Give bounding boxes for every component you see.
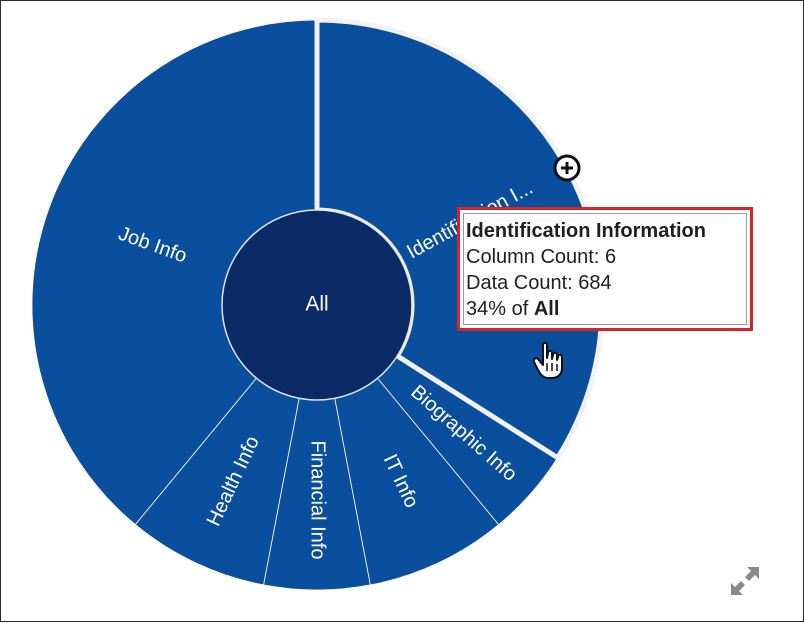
tooltip-percent: 34% of All: [466, 296, 746, 322]
zoom-in-plus-icon[interactable]: [553, 154, 581, 182]
tooltip-title: Identification Information: [466, 220, 706, 242]
tooltip-percent-of: All: [533, 298, 560, 320]
segment-label: Financial Info: [307, 441, 329, 560]
expand-arrows-icon[interactable]: [727, 563, 763, 599]
tooltip: Identification Information Column Count:…: [457, 207, 753, 331]
center-node[interactable]: [221, 209, 413, 401]
hand-pointer-icon: [531, 341, 567, 381]
tooltip-percent-text: 34% of: [466, 298, 534, 320]
center-label: All: [305, 293, 328, 316]
tooltip-data-count: Data Count: 684: [466, 272, 612, 294]
tooltip-column-count: Column Count: 6: [466, 246, 617, 268]
